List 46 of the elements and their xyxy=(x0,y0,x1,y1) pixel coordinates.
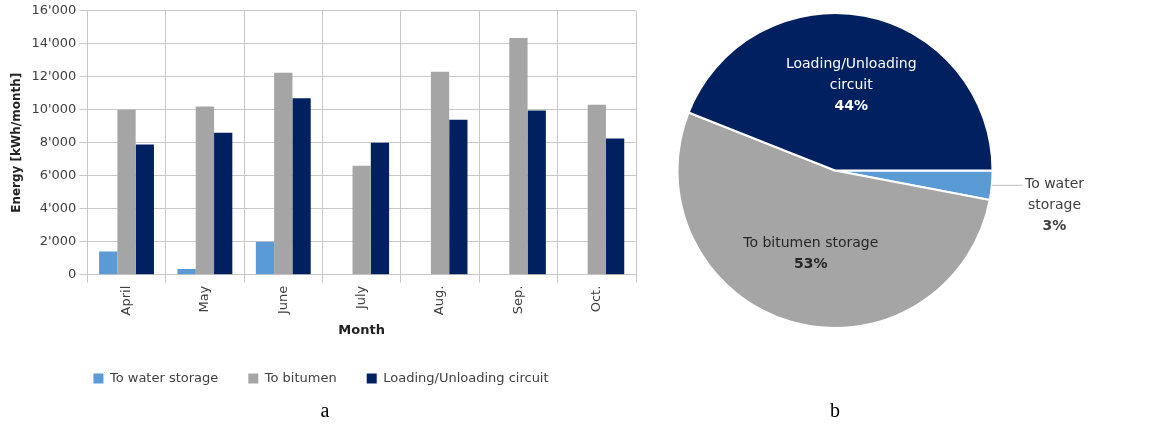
bar xyxy=(370,142,390,275)
bar xyxy=(605,138,625,275)
bar xyxy=(292,98,311,275)
text: b xyxy=(829,398,841,423)
x-tick-label: June xyxy=(274,285,290,315)
legend-label: To bitumen xyxy=(263,369,337,385)
y-tick-label: 6'000 xyxy=(39,167,77,183)
y-tick-label: 0 xyxy=(68,266,77,282)
bar xyxy=(430,71,450,275)
y-tick-label: 2'000 xyxy=(39,233,77,249)
bar xyxy=(177,268,196,275)
data-label: 3% xyxy=(1042,216,1067,233)
bar xyxy=(449,119,468,275)
bar xyxy=(135,144,154,275)
y-tick-label: 14'000 xyxy=(31,35,77,51)
x-axis-title: Month xyxy=(338,321,385,337)
bar xyxy=(352,165,371,275)
slice-label: Loading/Unloading circuit xyxy=(785,55,917,93)
y-axis-title: Energy [kWh/month] xyxy=(9,72,24,213)
legend-label: To water storage xyxy=(108,369,219,385)
y-tick-label: 16'000 xyxy=(31,2,77,18)
bar xyxy=(527,110,546,275)
y-tick-label: 10'000 xyxy=(31,101,77,117)
x-tick-label: May xyxy=(196,285,212,313)
bar xyxy=(195,106,215,275)
y-tick-label: 12'000 xyxy=(31,68,77,84)
x-tick-label: April xyxy=(117,285,133,316)
legend-label: Loading/Unloading circuit xyxy=(383,369,549,385)
slice-label: To bitumen storage xyxy=(742,233,879,250)
x-tick-label: Aug. xyxy=(431,285,447,316)
bar xyxy=(509,38,528,275)
bar xyxy=(255,241,275,275)
text: a xyxy=(319,398,331,423)
y-tick-label: 4'000 xyxy=(39,200,77,216)
x-tick-label: July xyxy=(353,285,369,311)
bar xyxy=(117,109,136,275)
bar xyxy=(214,132,233,275)
slice-label: To water storage xyxy=(1023,174,1085,212)
data-label: 44% xyxy=(834,97,868,114)
y-tick-label: 8'000 xyxy=(39,134,77,150)
x-tick-label: Sep. xyxy=(509,285,525,315)
data-label: 53% xyxy=(794,254,828,271)
bar xyxy=(274,72,293,275)
x-tick-label: Oct. xyxy=(588,285,604,313)
bar xyxy=(587,104,606,275)
bar xyxy=(99,251,118,275)
